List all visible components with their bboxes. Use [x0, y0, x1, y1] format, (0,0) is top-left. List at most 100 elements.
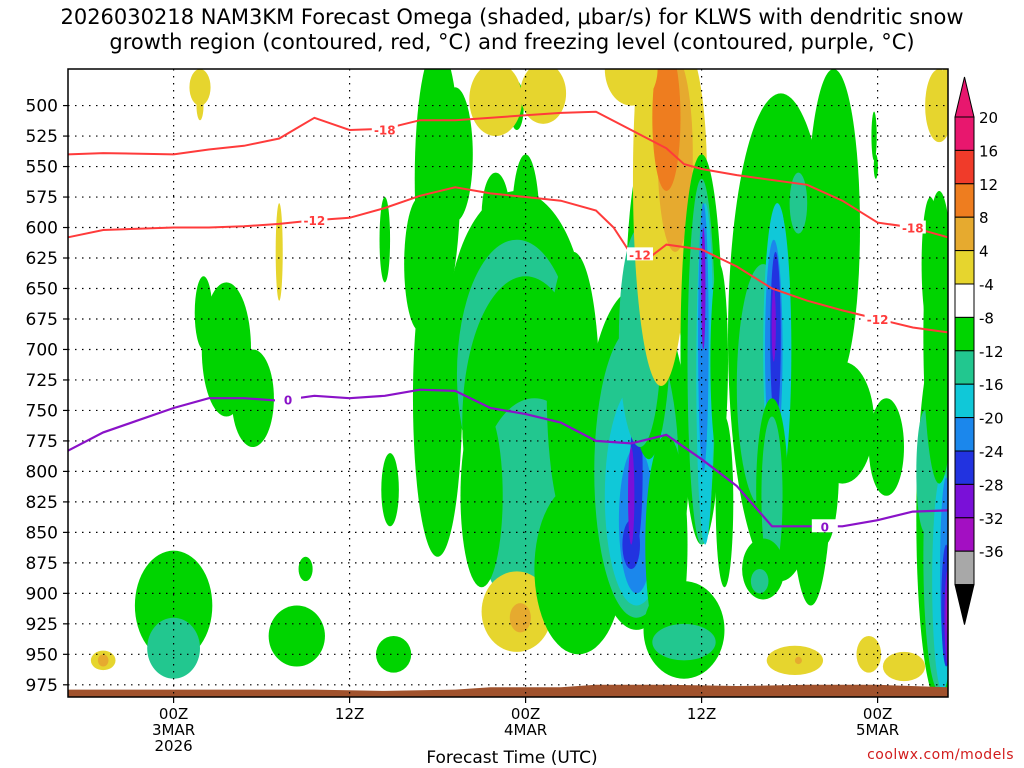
omega-blob-3 [97, 654, 109, 667]
colorbar-label--36: -36 [979, 543, 1004, 561]
isotherm-label-12-c: -12 [867, 313, 889, 327]
colorbar-label-12: 12 [979, 176, 998, 194]
isotherm-label-0-b-bg [811, 519, 838, 533]
x-tick-label: 3MAR [152, 721, 195, 739]
isotherm-label-18-a: -18 [374, 123, 396, 137]
colorbar-swatch--4 [954, 283, 975, 318]
colorbar-label--28: -28 [979, 476, 1004, 494]
omega-blob-74 [882, 651, 926, 682]
y-tick-label-525: 525 [26, 127, 58, 147]
y-axis: 500 525 550 575 600 625 650 675 700 725 750 775 800 8… [26, 97, 68, 696]
omega-blob-19 [298, 556, 313, 582]
omega-blob-90 [940, 69, 948, 112]
y-tick-label-975: 975 [26, 676, 58, 696]
colorbar-swatch-8 [954, 216, 975, 252]
x-tick-label: 5MAR [856, 721, 899, 739]
x-tick-label: 12Z [687, 705, 716, 723]
colorbar-label-4: 4 [979, 243, 989, 261]
colorbar-label--12: -12 [979, 343, 1004, 361]
omega-blob-65 [761, 416, 783, 576]
x-tick-label: 00Z [511, 705, 540, 723]
credit-text: coolwx.com/models [867, 747, 1014, 763]
y-tick-label-600: 600 [26, 219, 58, 239]
omega-blob-7 [275, 203, 283, 301]
chart-title-line1: 2026030218 NAM3KM Forecast Omega (shaded… [60, 5, 964, 29]
omega-blob-75 [807, 69, 860, 387]
y-tick-label-625: 625 [26, 249, 58, 269]
x-tick-label: 4MAR [504, 721, 547, 739]
omega-blob-28 [509, 603, 531, 633]
colorbar-label--8: -8 [979, 309, 994, 327]
colorbar-swatch-12 [954, 183, 975, 218]
isotherm-label-0-a-bg [275, 392, 301, 406]
x-tick-label: 12Z [335, 705, 364, 723]
omega-blob-13 [437, 87, 473, 222]
y-tick-label-925: 925 [26, 615, 58, 635]
omega-blob-71 [766, 645, 824, 676]
temperature-contours: -18 -18 -12 -12 -12 0 0 [67, 110, 949, 534]
x-tick-label: 00Z [159, 705, 188, 723]
colorbar-bottom-cap [954, 584, 975, 625]
omega-blob-9 [189, 69, 211, 106]
omega-blob-55 [701, 227, 706, 350]
isotherm-label-12-b: -12 [629, 248, 651, 262]
isotherm-label-18-b-bg [899, 220, 926, 234]
omega-blob-21 [376, 636, 412, 673]
y-tick-label-725: 725 [26, 371, 58, 391]
y-tick-label-500: 500 [26, 97, 58, 117]
omega-blob-50 [520, 69, 567, 124]
isotherm-label-0-a: 0 [284, 393, 292, 407]
colorbar-label-20: 20 [979, 109, 998, 127]
y-tick-label-950: 950 [26, 645, 58, 665]
colorbar-swatch-4 [954, 250, 975, 285]
isotherm-label-18-b: -18 [902, 222, 924, 236]
y-tick-label-800: 800 [26, 462, 58, 482]
plot-frame [67, 68, 949, 698]
omega-blob-26 [460, 404, 503, 588]
y-tick-label-825: 825 [26, 493, 58, 513]
colorbar-label--24: -24 [979, 443, 1004, 461]
y-tick-label-775: 775 [26, 432, 58, 452]
chart-title-line2: growth region (contoured, red, °C) and f… [109, 30, 915, 54]
omega-blob-72 [794, 656, 802, 665]
colorbar-swatch--28 [954, 483, 975, 519]
omega-blob-57 [715, 416, 734, 588]
omega-blob-47 [652, 69, 681, 191]
omega-blob-67 [789, 172, 808, 234]
omega-blob-5 [194, 276, 213, 350]
colorbar-label--32: -32 [979, 510, 1004, 528]
colorbar-swatch--20 [954, 417, 975, 452]
omega-blob-43 [652, 623, 716, 661]
colorbar-label--16: -16 [979, 376, 1004, 394]
omega-blob-10 [379, 197, 391, 283]
omega-shading [90, 69, 948, 697]
omega-blob-14 [404, 197, 436, 332]
omega-blob-29 [469, 69, 523, 137]
ground-fill [68, 684, 948, 697]
omega-blob-88 [921, 197, 940, 332]
isotherm-purple [67, 388, 949, 528]
isotherm-label-12-b-bg [627, 247, 653, 261]
colorbar-swatch-16 [954, 149, 975, 185]
colorbar-swatch--24 [954, 450, 975, 485]
y-tick-label-750: 750 [26, 401, 58, 421]
colorbar-label--20: -20 [979, 410, 1004, 428]
isotherm-label-12-a: -12 [304, 214, 326, 228]
colorbar-top-cap [954, 76, 975, 118]
isotherm-label-12-c-bg [864, 311, 891, 325]
omega-blob-70 [750, 568, 769, 594]
y-tick-label-900: 900 [26, 584, 58, 604]
y-tick-label-850: 850 [26, 523, 58, 543]
y-tick-label-700: 700 [26, 340, 58, 360]
colorbar: 20 16 12 8 4 -4 -8 -12 -16 -20 -24 -28 -32 -36 [954, 76, 1004, 625]
colorbar-swatch--36 [954, 550, 975, 586]
omega-blob-56 [710, 264, 728, 460]
colorbar-label--4: -4 [979, 276, 994, 294]
colorbar-swatch-20 [954, 116, 975, 151]
colorbar-swatch--16 [954, 383, 975, 419]
isotherm-label-12-a-bg [301, 213, 328, 227]
colorbar-swatch--8 [954, 316, 975, 352]
isotherm-label-18-a-bg [371, 122, 398, 136]
